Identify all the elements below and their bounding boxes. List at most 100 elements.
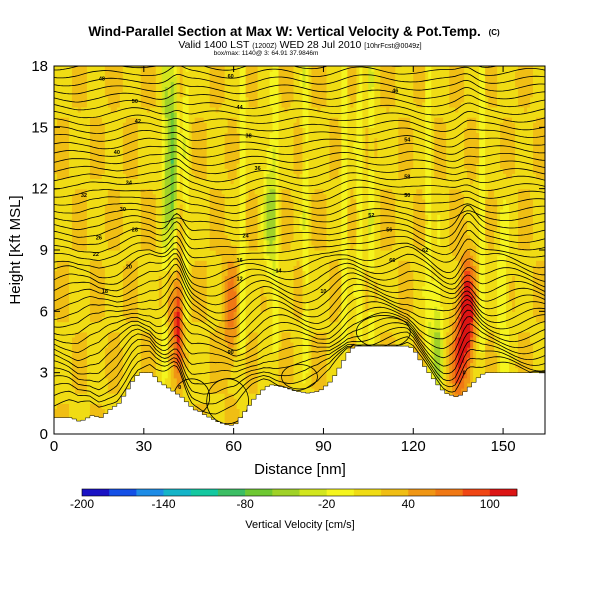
velocity-cell	[161, 342, 166, 348]
velocity-cell	[254, 377, 259, 384]
velocity-cell	[242, 81, 247, 88]
velocity-cell	[251, 239, 256, 246]
velocity-cell	[89, 326, 94, 333]
velocity-cell	[179, 382, 184, 389]
velocity-cell	[113, 285, 118, 292]
velocity-cell	[74, 388, 79, 394]
velocity-cell	[74, 168, 79, 174]
velocity-cell	[200, 101, 205, 108]
velocity-cell	[176, 377, 181, 384]
velocity-cell	[110, 270, 115, 277]
velocity-cell	[116, 193, 121, 200]
velocity-cell	[95, 280, 100, 287]
velocity-cell	[194, 234, 199, 241]
velocity-cell	[80, 173, 85, 180]
velocity-cell	[137, 214, 142, 220]
velocity-cell	[164, 311, 169, 318]
velocity-cell	[131, 112, 136, 118]
velocity-cell	[191, 321, 196, 328]
velocity-cell	[137, 86, 142, 93]
velocity-cell	[65, 204, 70, 210]
velocity-cell	[212, 76, 217, 82]
velocity-cell	[230, 147, 235, 154]
velocity-cell	[98, 209, 103, 215]
velocity-cell	[209, 132, 214, 139]
velocity-cell	[203, 408, 208, 415]
velocity-cell	[236, 239, 241, 246]
velocity-cell	[65, 326, 70, 333]
velocity-cell	[62, 204, 67, 210]
velocity-cell	[131, 122, 136, 128]
velocity-cell	[218, 270, 223, 277]
velocity-cell	[257, 178, 262, 185]
velocity-cell	[224, 311, 229, 318]
velocity-cell	[65, 377, 70, 384]
velocity-cell	[95, 239, 100, 246]
velocity-cell	[251, 290, 256, 297]
velocity-cell	[161, 229, 166, 236]
velocity-cell	[173, 255, 178, 261]
velocity-cell	[191, 403, 196, 410]
velocity-cell	[146, 96, 151, 103]
velocity-cell	[80, 255, 85, 261]
velocity-cell	[233, 280, 238, 287]
velocity-cell	[212, 260, 217, 266]
velocity-cell	[233, 316, 238, 323]
velocity-cell	[92, 122, 97, 128]
velocity-cell	[209, 112, 214, 118]
velocity-cell	[197, 173, 202, 180]
velocity-cell	[101, 388, 106, 394]
velocity-cell	[182, 178, 187, 185]
velocity-cell	[56, 347, 61, 353]
velocity-cell	[68, 326, 73, 333]
velocity-cell	[71, 204, 76, 210]
velocity-cell	[233, 250, 238, 256]
velocity-cell	[131, 158, 136, 164]
velocity-cell	[236, 362, 241, 369]
velocity-cell	[83, 178, 88, 185]
velocity-cell	[227, 250, 232, 256]
velocity-cell	[104, 204, 109, 210]
velocity-cell	[239, 372, 244, 379]
velocity-cell	[140, 101, 145, 108]
velocity-cell	[200, 280, 205, 287]
velocity-cell	[89, 234, 94, 241]
velocity-cell	[212, 372, 217, 379]
velocity-cell	[71, 71, 76, 77]
velocity-cell	[110, 316, 115, 323]
velocity-cell	[143, 290, 148, 297]
velocity-cell	[140, 326, 145, 333]
velocity-cell	[218, 188, 223, 195]
velocity-cell	[158, 112, 163, 118]
velocity-cell	[77, 117, 82, 123]
velocity-cell	[158, 214, 163, 220]
velocity-cell	[98, 81, 103, 88]
velocity-cell	[260, 357, 265, 364]
velocity-cell	[104, 86, 109, 93]
velocity-cell	[257, 198, 262, 205]
velocity-cell	[137, 357, 142, 364]
velocity-cell	[191, 342, 196, 348]
velocity-cell	[71, 275, 76, 282]
velocity-cell	[101, 183, 106, 190]
velocity-cell	[74, 229, 79, 236]
velocity-cell	[65, 357, 70, 364]
velocity-cell	[86, 96, 91, 103]
velocity-cell	[224, 117, 229, 123]
velocity-cell	[167, 122, 172, 128]
velocity-cell	[122, 163, 127, 169]
velocity-cell	[257, 163, 262, 169]
velocity-cell	[68, 168, 73, 174]
velocity-cell	[242, 265, 247, 272]
velocity-cell	[62, 81, 67, 88]
velocity-cell	[71, 106, 76, 113]
velocity-cell	[170, 316, 175, 323]
velocity-cell	[257, 142, 262, 149]
velocity-cell	[146, 321, 151, 328]
velocity-cell	[95, 234, 100, 241]
velocity-cell	[191, 158, 196, 164]
velocity-cell	[176, 326, 181, 333]
velocity-cell	[188, 71, 193, 77]
velocity-cell	[146, 316, 151, 323]
velocity-cell	[80, 76, 85, 82]
